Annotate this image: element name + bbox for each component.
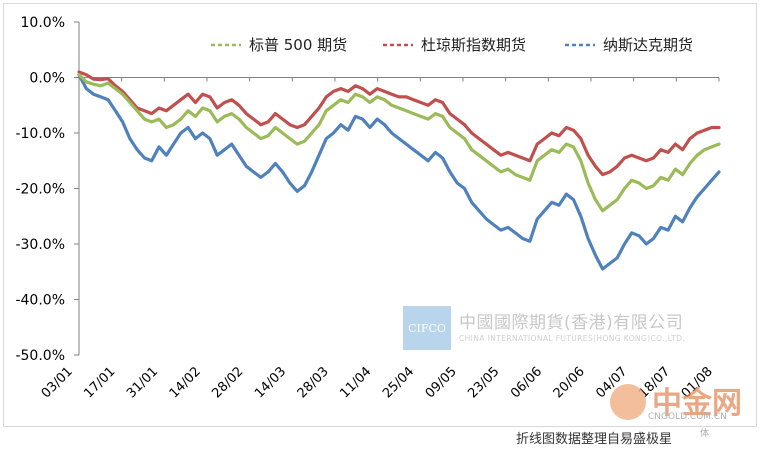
y-tick-label: -40.0%	[15, 293, 65, 309]
footer-note: 折线图数据整理自易盛极星	[516, 432, 673, 447]
watermark-company-cn: 中國國際期貨(香港)有限公司	[459, 313, 684, 333]
corner-logo-url: CNGOLD.COM.CN	[648, 412, 727, 422]
x-tick-label: 14/03	[252, 364, 289, 401]
y-tick-label: -20.0%	[15, 182, 65, 198]
series-line	[77, 70, 721, 177]
y-tick-label: -30.0%	[15, 237, 65, 253]
legend: 标普 500 期货 杜琼斯指数期货 纳斯达克期货	[211, 36, 693, 54]
legend-label: 杜琼斯指数期货	[421, 36, 526, 54]
y-axis: 10.0% 0.0% -10.0% -20.0% -30.0% -40.0% -50.0%	[15, 15, 80, 364]
series-lines	[77, 70, 721, 271]
x-tick-label: 25/04	[380, 364, 417, 401]
legend-label: 标普 500 期货	[249, 36, 347, 54]
corner-logo-title: 中金网	[652, 386, 742, 421]
x-tick-label: 20/06	[551, 364, 588, 401]
chart-frame	[3, 3, 757, 427]
series-line	[77, 73, 721, 271]
x-tick-label: 03/01	[39, 364, 76, 401]
x-tick-label: 17/01	[81, 364, 118, 401]
x-tick-label: 11/04	[337, 364, 374, 401]
watermark-logo: CIFCO	[403, 306, 451, 350]
corner-logo: 中金网 CNGOLD.COM.CN 体	[604, 378, 756, 440]
y-tick-label: -50.0%	[15, 348, 65, 364]
x-tick-label: 28/02	[209, 364, 246, 401]
x-tick-label: 31/01	[124, 364, 161, 401]
x-tick-label: 28/03	[295, 364, 332, 401]
x-tick-label: 09/05	[423, 364, 460, 401]
y-tick-label: 0.0%	[29, 71, 65, 87]
watermark-company-en: CHINA INTERNATIONAL FUTURES(HONG KONG)CO…	[459, 334, 686, 343]
series-line	[77, 73, 721, 213]
legend-label: 纳斯达克期货	[603, 36, 693, 54]
corner-logo-sub: 体	[700, 429, 710, 439]
y-tick-label: -10.0%	[15, 126, 65, 142]
x-tick-label: 06/06	[508, 364, 545, 401]
x-tick-label: 23/05	[465, 364, 502, 401]
logo-circle-icon	[610, 384, 646, 420]
watermark: CIFCO 中國國際期貨(香港)有限公司 CHINA INTERNATIONAL…	[403, 306, 723, 354]
x-tick-label: 14/02	[167, 364, 204, 401]
y-tick-label: 10.0%	[21, 15, 65, 31]
